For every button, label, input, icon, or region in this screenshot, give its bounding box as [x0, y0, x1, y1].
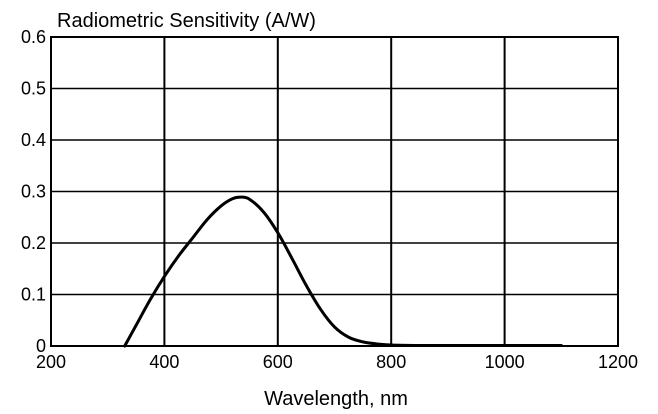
- x-tick-label: 1000: [485, 352, 525, 372]
- y-tick-label: 0: [36, 336, 46, 356]
- x-tick-label: 200: [36, 352, 66, 372]
- sensitivity-curve: [123, 195, 563, 348]
- x-tick-label: 800: [376, 352, 406, 372]
- x-axis-title: Wavelength, nm: [264, 388, 408, 410]
- plot-frame: [50, 36, 619, 347]
- y-tick-label: 0.4: [21, 130, 46, 150]
- x-tick-label: 1200: [598, 352, 638, 372]
- y-tick-label: 0.6: [21, 27, 46, 47]
- x-axis-ticks: 200 400 600 800 1000 1200: [36, 352, 638, 372]
- y-tick-label: 0.1: [21, 285, 46, 305]
- y-tick-label: 0.2: [21, 233, 46, 253]
- y-tick-label: 0.5: [21, 79, 46, 99]
- y-tick-label: 0.3: [21, 182, 46, 202]
- x-tick-label: 400: [149, 352, 179, 372]
- grid: [51, 37, 618, 346]
- x-tick-label: 600: [263, 352, 293, 372]
- chart-title: Radiometric Sensitivity (A/W): [57, 10, 316, 32]
- y-axis-ticks: 0 0.1 0.2 0.3 0.4 0.5 0.6: [21, 27, 46, 356]
